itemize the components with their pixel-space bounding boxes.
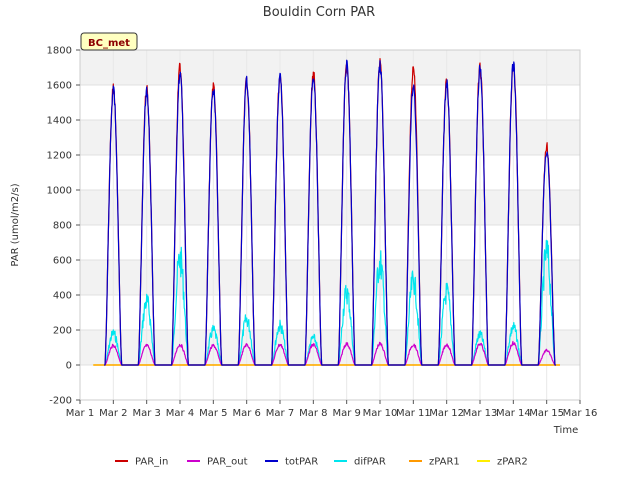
series-layer — [93, 58, 560, 366]
legend-label-difpar: difPAR — [354, 457, 386, 468]
y-tick-label: 1800 — [47, 46, 72, 57]
x-tick-label: Mar 9 — [332, 408, 360, 419]
legend: PAR_in PAR_out totPAR difPAR zPAR1 zPAR2 — [115, 457, 528, 468]
y-tick-label: 400 — [53, 291, 72, 302]
y-tick-label: 1400 — [47, 116, 72, 127]
x-tick-label: Mar 15 — [529, 408, 564, 419]
x-tick-label: Mar 14 — [496, 408, 531, 419]
y-tick-label: 600 — [53, 256, 72, 267]
x-tick-label: Mar 4 — [166, 408, 194, 419]
legend-label-zpar2: zPAR2 — [497, 457, 528, 468]
y-tick-label: 200 — [53, 326, 72, 337]
chart-title: Bouldin Corn PAR — [263, 5, 375, 20]
y-tick-label: -200 — [49, 396, 72, 407]
x-tick-label: Mar 8 — [299, 408, 327, 419]
site-badge-text: BC_met — [88, 38, 130, 49]
x-tick-label: Mar 7 — [266, 408, 294, 419]
legend-label-par-in: PAR_in — [135, 457, 168, 468]
series-line-totpar — [104, 59, 556, 366]
y-tick-label: 800 — [53, 221, 72, 232]
y-axis-label: PAR (umol/m2/s) — [10, 183, 21, 266]
y-tick-label: 1000 — [47, 186, 72, 197]
tick-labels: -200 0 200 400 600 800 1000 1200 1400 1600 1800 Mar… — [47, 46, 598, 420]
x-tick-label: Mar 16 — [563, 408, 598, 419]
x-tick-label: Mar 10 — [363, 408, 398, 419]
x-tick-label: Mar 11 — [396, 408, 431, 419]
y-tick-label: 1200 — [47, 151, 72, 162]
grid-band — [80, 120, 580, 155]
x-tick-label: Mar 2 — [99, 408, 127, 419]
grid-band — [80, 190, 580, 225]
y-tick-label: 1600 — [47, 81, 72, 92]
x-tick-label: Mar 5 — [199, 408, 227, 419]
grid-band — [80, 330, 580, 365]
x-tick-label: Mar 3 — [132, 408, 160, 419]
x-axis-label: Time — [553, 425, 578, 436]
grid-band — [80, 50, 580, 85]
legend-label-totpar: totPAR — [285, 457, 318, 468]
x-tick-label: Mar 1 — [66, 408, 94, 419]
x-tick-label: Mar 12 — [429, 408, 464, 419]
grid-band — [80, 260, 580, 295]
x-tick-label: Mar 6 — [232, 408, 260, 419]
site-badge: BC_met — [80, 32, 138, 51]
site-badge-box — [80, 32, 138, 51]
y-tick-label: 0 — [66, 361, 72, 372]
legend-label-par-out: PAR_out — [207, 457, 248, 468]
x-tick-label: Mar 13 — [463, 408, 498, 419]
legend-label-zpar1: zPAR1 — [429, 457, 460, 468]
